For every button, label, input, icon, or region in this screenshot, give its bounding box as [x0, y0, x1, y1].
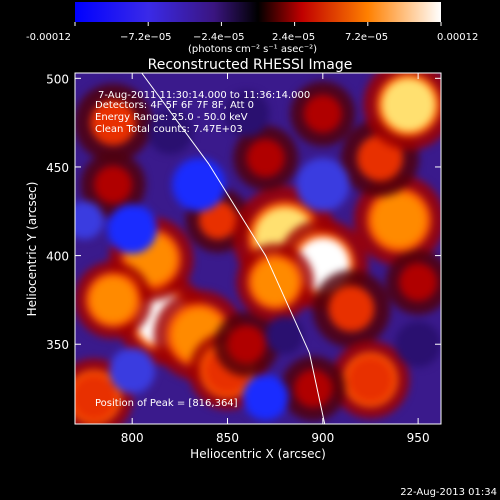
plot-frame — [74, 72, 442, 425]
annotation-time-range: 7-Aug-2011 11:30:14.000 to 11:36:14.000 — [98, 90, 310, 101]
heatmap-source — [94, 165, 133, 204]
heatmap-source — [242, 374, 289, 421]
annotation-detectors: Detectors: 4F 5F 6F 7F 8F, Att 0 — [95, 100, 254, 111]
x-tick-label: 950 — [407, 431, 430, 445]
heatmap-source — [198, 201, 238, 240]
heatmap-source — [252, 259, 299, 306]
heatmap-source — [90, 277, 136, 323]
heatmap-source — [372, 193, 426, 247]
heatmap-source — [381, 78, 436, 132]
colorbar-tick-2: −2.4e−05 — [193, 32, 245, 43]
chart-title: Reconstructed RHESSI Image — [148, 57, 353, 73]
heatmap-source — [246, 139, 285, 178]
y-tick-label: 400 — [46, 250, 69, 264]
heatmap-source — [147, 108, 194, 155]
peak-position-label: Position of Peak = [816,364] — [95, 398, 238, 409]
heatmap-source — [328, 285, 375, 332]
colorbar-tick-4: 7.2e−05 — [345, 32, 388, 43]
colorbar-tick-0: -0.00012 — [26, 32, 71, 43]
colorbar-unit-label: (photons cm⁻² s⁻¹ asec⁻²) — [188, 44, 317, 55]
colorbar-tick-5: 0.00012 — [437, 32, 478, 43]
heatmap-source — [90, 99, 136, 146]
heatmap-source — [303, 94, 342, 133]
x-tick-label: 900 — [311, 431, 334, 445]
heatmap-source — [75, 374, 117, 421]
heatmap-source — [223, 90, 270, 137]
colorbar-tick-1: −7.2e−05 — [120, 32, 172, 43]
colorbar-ticks — [74, 22, 442, 26]
heatmap-source — [395, 321, 441, 368]
annotation-energy-range: Energy Range: 25.0 - 50.0 keV — [95, 112, 248, 123]
heatmap — [75, 73, 441, 424]
y-axis-title: Heliocentric Y (arcsec) — [25, 182, 39, 317]
heatmap-source — [227, 325, 266, 364]
annotation-clean-counts: Clean Total counts: 7.47E+03 — [95, 124, 243, 135]
colorbar-tick-3: 2.4e−05 — [272, 32, 315, 43]
footer-timestamp: 22-Aug-2013 01:34 — [400, 487, 497, 498]
heatmap-source — [107, 204, 157, 254]
heatmap-source — [172, 157, 226, 212]
heatmap-source — [294, 369, 333, 408]
heatmap-source — [399, 263, 438, 302]
solar-limb-line — [141, 73, 326, 424]
heatmap-source — [75, 201, 104, 240]
colorbar — [75, 2, 441, 22]
axes: 800 850 900 950 350 400 450 500 — [46, 72, 441, 445]
heatmap-source — [265, 316, 304, 355]
y-tick-label: 500 — [46, 72, 69, 86]
y-tick-label: 450 — [46, 161, 69, 175]
y-tick-label: 350 — [46, 338, 69, 352]
heatmap-source — [109, 347, 156, 394]
x-tick-label: 850 — [216, 431, 239, 445]
x-axis-title: Heliocentric X (arcsec) — [190, 447, 326, 461]
x-tick-label: 800 — [121, 431, 144, 445]
heatmap-source — [296, 157, 350, 212]
heatmap-source — [347, 356, 394, 403]
